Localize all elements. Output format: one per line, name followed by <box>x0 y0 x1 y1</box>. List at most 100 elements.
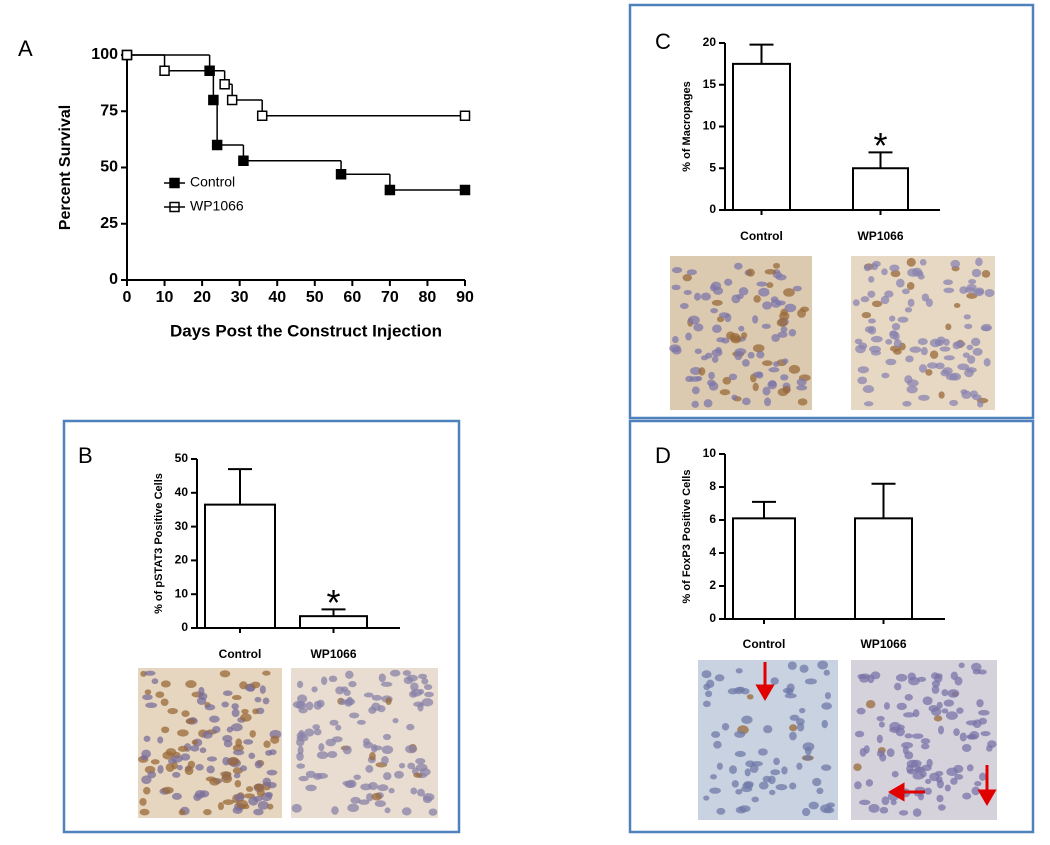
cell <box>365 765 374 773</box>
cell <box>879 806 889 814</box>
cell <box>773 361 780 367</box>
cell <box>252 708 259 715</box>
cell <box>157 765 164 774</box>
cell <box>143 735 151 742</box>
cell <box>714 674 725 682</box>
cell <box>700 355 709 361</box>
cell <box>711 299 723 306</box>
cell <box>783 288 795 297</box>
cell <box>708 381 719 391</box>
cell <box>735 668 743 674</box>
cell <box>925 778 932 785</box>
cell <box>416 788 425 797</box>
cell <box>406 723 415 731</box>
cell <box>893 348 902 355</box>
x-tick-label: WP1066 <box>857 229 903 243</box>
cell <box>291 803 302 813</box>
cell <box>327 751 338 759</box>
cell <box>966 344 974 351</box>
cell <box>945 373 958 381</box>
cell <box>781 766 788 775</box>
marker <box>208 94 219 106</box>
cell <box>389 669 401 677</box>
y-axis-label: % of FoxP3 Positive Cells <box>681 470 693 604</box>
cell <box>931 680 941 688</box>
cell <box>963 314 971 320</box>
cell <box>217 802 225 811</box>
cell <box>753 295 761 303</box>
cell <box>922 696 933 706</box>
cell <box>256 787 265 797</box>
cell <box>421 678 429 685</box>
cell <box>254 696 262 703</box>
cell <box>371 792 382 801</box>
cell <box>295 701 307 710</box>
cell <box>316 699 325 708</box>
y-tick-label: 0 <box>109 271 118 288</box>
cell <box>731 394 738 401</box>
cell <box>199 747 207 754</box>
cell <box>780 374 789 381</box>
cell <box>953 303 961 309</box>
panel-frame <box>628 3 1035 420</box>
cell <box>896 278 905 288</box>
cell <box>253 808 264 816</box>
cell <box>388 787 395 794</box>
y-tick-label: 0 <box>181 620 188 634</box>
cell <box>171 792 182 800</box>
cell <box>924 787 932 795</box>
cell <box>693 323 704 332</box>
y-tick-label: 50 <box>175 451 189 465</box>
y-tick-label: 10 <box>703 119 717 133</box>
bar <box>732 517 796 620</box>
cell <box>962 792 972 800</box>
cell <box>381 755 389 765</box>
cell <box>263 740 271 748</box>
cell <box>250 681 261 689</box>
cell <box>854 781 862 790</box>
cell <box>942 367 953 375</box>
bar <box>299 615 368 629</box>
cell <box>206 765 215 774</box>
cell <box>901 288 910 295</box>
cell <box>703 683 711 691</box>
cell <box>226 726 234 733</box>
cell <box>257 800 269 810</box>
cell <box>194 789 206 799</box>
cell <box>755 371 764 379</box>
cell <box>157 736 164 744</box>
y-tick-label: 5 <box>709 160 716 174</box>
cell <box>150 759 160 765</box>
y-tick-label: 50 <box>100 159 118 176</box>
cell <box>862 385 875 394</box>
cell <box>821 764 832 771</box>
cell <box>187 760 196 769</box>
cell <box>749 764 759 773</box>
cell <box>305 701 314 711</box>
cell <box>731 780 739 788</box>
y-tick-label: 20 <box>175 553 189 567</box>
cell <box>978 772 987 781</box>
cell <box>298 775 309 782</box>
cell <box>721 337 730 344</box>
cell <box>381 745 394 755</box>
cell <box>779 311 790 321</box>
cell <box>405 744 418 754</box>
cell <box>870 335 883 343</box>
cell <box>796 384 808 391</box>
cell <box>735 788 743 795</box>
cell <box>716 762 723 770</box>
cell <box>764 268 777 275</box>
cell <box>191 739 199 745</box>
y-tick-label: 10 <box>703 446 717 460</box>
cell <box>195 763 204 771</box>
marker <box>226 94 238 106</box>
cell <box>316 772 328 779</box>
marker <box>238 155 249 166</box>
cell <box>736 686 746 693</box>
cell <box>209 777 221 786</box>
cell <box>788 364 801 374</box>
cell <box>867 290 876 298</box>
cell <box>253 795 263 802</box>
cell <box>968 279 977 285</box>
